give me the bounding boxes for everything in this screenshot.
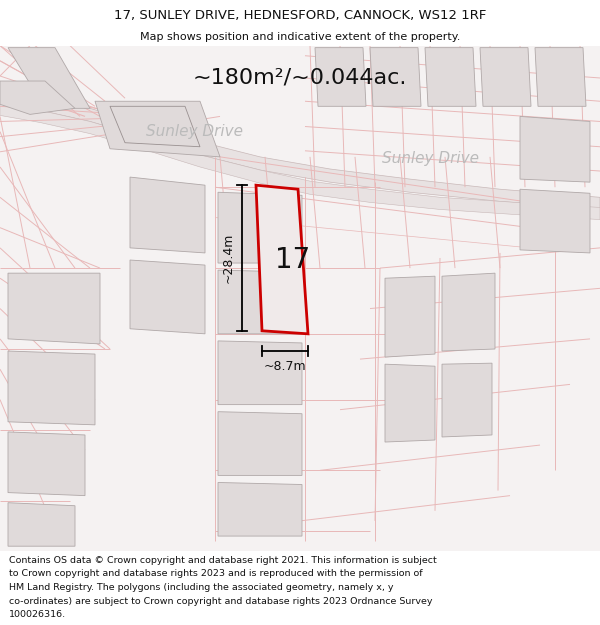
Polygon shape [0,81,75,114]
Polygon shape [218,341,302,404]
Polygon shape [520,189,590,253]
Polygon shape [95,101,220,157]
Text: ~180m²/~0.044ac.: ~180m²/~0.044ac. [193,68,407,88]
Polygon shape [130,260,205,334]
Polygon shape [8,351,95,425]
Polygon shape [0,91,600,209]
Polygon shape [442,363,492,437]
Text: 17: 17 [275,246,311,274]
Polygon shape [425,48,476,106]
Polygon shape [110,106,200,147]
Polygon shape [480,48,531,106]
Text: Sunley Drive: Sunley Drive [382,151,479,166]
Text: Map shows position and indicative extent of the property.: Map shows position and indicative extent… [140,32,460,42]
Polygon shape [535,48,586,106]
Polygon shape [256,185,308,334]
Polygon shape [0,103,600,219]
Text: co-ordinates) are subject to Crown copyright and database rights 2023 Ordnance S: co-ordinates) are subject to Crown copyr… [9,597,433,606]
Text: 17, SUNLEY DRIVE, HEDNESFORD, CANNOCK, WS12 1RF: 17, SUNLEY DRIVE, HEDNESFORD, CANNOCK, W… [114,9,486,22]
Text: HM Land Registry. The polygons (including the associated geometry, namely x, y: HM Land Registry. The polygons (includin… [9,583,394,592]
Polygon shape [218,482,302,536]
Polygon shape [442,273,495,351]
Text: to Crown copyright and database rights 2023 and is reproduced with the permissio: to Crown copyright and database rights 2… [9,569,422,578]
Polygon shape [520,116,590,182]
Text: ~28.4m: ~28.4m [221,232,235,283]
Polygon shape [8,432,85,496]
Polygon shape [218,412,302,476]
Polygon shape [8,273,100,344]
Text: Sunley Drive: Sunley Drive [146,124,244,139]
Text: 100026316.: 100026316. [9,610,66,619]
Polygon shape [218,192,302,263]
Text: ~8.7m: ~8.7m [263,360,307,372]
Polygon shape [8,503,75,546]
Polygon shape [315,48,366,106]
Polygon shape [218,270,302,334]
Polygon shape [385,276,435,357]
Polygon shape [8,48,90,108]
Polygon shape [370,48,421,106]
Polygon shape [385,364,435,442]
Polygon shape [130,177,205,253]
Text: Contains OS data © Crown copyright and database right 2021. This information is : Contains OS data © Crown copyright and d… [9,556,437,564]
